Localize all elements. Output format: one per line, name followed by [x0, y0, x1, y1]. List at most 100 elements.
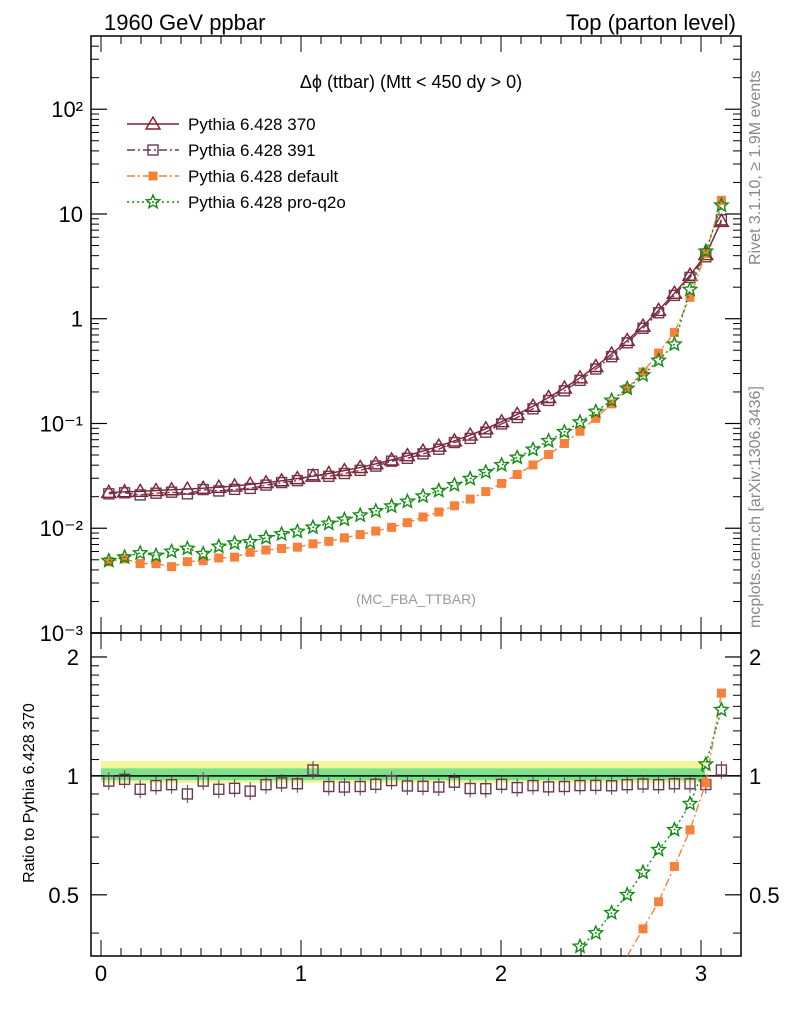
ratio-point — [715, 764, 728, 776]
ratio-point — [495, 778, 508, 791]
data-point — [308, 539, 318, 549]
data-point — [214, 553, 224, 563]
main-axes: 10⁻³ 10⁻² 10⁻¹ 1 10 10² — [40, 35, 742, 646]
data-point — [181, 488, 194, 500]
ratio-point — [618, 886, 636, 902]
data-point — [477, 463, 495, 480]
data-point — [383, 497, 401, 514]
data-point — [575, 426, 585, 436]
data-point — [163, 542, 181, 559]
data-point — [178, 539, 196, 556]
data-point — [556, 379, 573, 394]
data-point — [508, 448, 526, 465]
data-point — [587, 402, 605, 419]
ratio-point — [712, 701, 730, 718]
data-point — [574, 374, 586, 387]
data-point — [261, 545, 271, 555]
x-tick-label: 0 — [95, 961, 107, 986]
data-point — [182, 557, 192, 567]
ratio-point — [370, 778, 382, 791]
ratio-point — [603, 904, 621, 920]
data-point — [289, 470, 306, 485]
plot-title: Δϕ (ttbar) (Mtt < 450 dy > 0) — [300, 72, 522, 92]
y-tick-label: 10² — [51, 97, 83, 122]
legend-label: Pythia 6.428 370 — [188, 115, 316, 134]
data-point — [120, 554, 130, 564]
mcplots-label: mcplots.cern.ch [arXiv:1306.3436] — [747, 386, 764, 628]
data-point — [355, 530, 365, 540]
data-point — [681, 280, 699, 297]
rivet-label: Rivet 3.1.10, ≥ 1.9M events — [747, 70, 764, 265]
ratio-point — [181, 788, 194, 800]
data-point — [399, 447, 416, 462]
ratio-point — [605, 780, 618, 792]
data-point — [307, 468, 319, 481]
data-point — [257, 474, 275, 489]
ratio-point — [291, 778, 304, 790]
data-point — [354, 464, 366, 477]
data-point — [167, 562, 177, 572]
data-point — [371, 526, 381, 536]
data-point — [291, 474, 304, 487]
data-point — [559, 438, 569, 448]
analysis-watermark: (MC_FBA_TTBAR) — [356, 591, 476, 607]
ratio-point — [197, 775, 209, 787]
x-tick-label: 2 — [495, 961, 507, 986]
data-point — [147, 482, 165, 497]
ratio-point — [213, 783, 225, 795]
ratio-point — [511, 781, 523, 794]
data-point — [351, 459, 369, 474]
ratio-point — [338, 781, 351, 793]
ratio-point — [587, 924, 605, 941]
data-point — [228, 483, 241, 496]
data-point — [542, 394, 555, 407]
data-point — [277, 544, 287, 554]
ratio-point — [448, 776, 461, 788]
data-point — [398, 492, 416, 509]
series-line-3 — [108, 205, 723, 562]
data-point — [713, 212, 730, 228]
data-point — [433, 443, 445, 455]
process-label: Top (parton level) — [566, 10, 736, 35]
data-point — [383, 451, 400, 466]
data-point — [448, 436, 461, 449]
data-point — [367, 455, 385, 470]
data-point — [591, 413, 601, 423]
ratio-point — [685, 825, 695, 835]
ratio-point — [558, 780, 571, 793]
data-point — [336, 462, 353, 477]
series-line-0 — [108, 221, 723, 494]
data-point — [650, 351, 668, 368]
data-point — [446, 432, 463, 447]
data-point — [165, 486, 178, 498]
data-point — [116, 548, 134, 565]
data-point — [385, 455, 398, 467]
data-point — [273, 525, 291, 542]
ratio-point — [464, 782, 476, 795]
ratio-point — [542, 781, 555, 793]
data-point — [540, 432, 558, 449]
ratio-y-tick-label-right: 1 — [749, 764, 761, 789]
ratio-point — [165, 778, 178, 791]
data-point — [275, 476, 288, 489]
ratio-point — [652, 778, 665, 791]
data-point — [338, 467, 351, 480]
data-point — [226, 534, 244, 551]
data-point — [351, 506, 369, 523]
data-point — [418, 512, 428, 522]
ratio-point — [665, 821, 683, 837]
data-point — [417, 448, 429, 460]
data-point — [634, 366, 652, 383]
ratio-point — [634, 863, 652, 880]
legend-label: Pythia 6.428 391 — [188, 141, 316, 160]
ratio-point — [716, 688, 726, 698]
ratio-point — [275, 777, 288, 789]
data-point — [134, 489, 146, 501]
ratio-point — [385, 774, 398, 787]
data-point — [685, 292, 695, 302]
data-point — [697, 242, 715, 259]
data-point — [527, 403, 539, 415]
data-point — [603, 345, 620, 360]
data-point — [292, 542, 302, 552]
data-point — [524, 397, 542, 412]
